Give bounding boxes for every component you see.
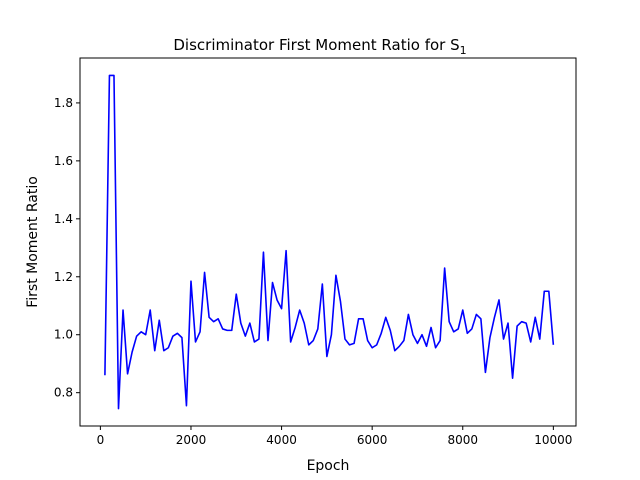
series-line-0 [104, 74, 555, 410]
x-axis-label: Epoch [307, 458, 350, 474]
y-tick-label: 1.0 [54, 328, 73, 342]
x-tick-label: 6000 [357, 433, 388, 447]
x-tick-label: 10000 [534, 433, 572, 447]
axes-frame [79, 57, 577, 427]
y-axis-label: First Moment Ratio [25, 176, 41, 308]
x-tick-label: 2000 [176, 433, 207, 447]
chart-title-subscript: 1 [460, 44, 467, 57]
x-tick-label: 0 [97, 433, 105, 447]
x-tick-label: 8000 [447, 433, 478, 447]
x-tick-label: 4000 [266, 433, 297, 447]
plot-area: 0 2000 4000 6000 8000 10000 0.8 1.0 1.2 1.4 1.6 1.8 [54, 57, 577, 447]
y-tick-label: 1.6 [54, 154, 73, 168]
y-tick-label: 1.8 [54, 96, 73, 110]
y-tick-label: 0.8 [54, 386, 73, 400]
chart-title: Discriminator First Moment Ratio for S1 [173, 36, 466, 57]
y-tick-label: 1.2 [54, 270, 73, 284]
y-tick-label: 1.4 [54, 212, 73, 226]
